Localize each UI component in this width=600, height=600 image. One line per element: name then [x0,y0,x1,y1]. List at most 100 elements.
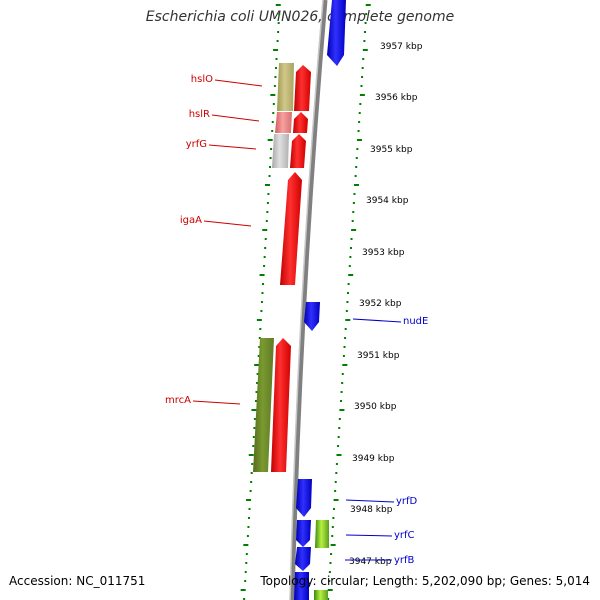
ring-dot [338,418,341,420]
ring-dot [334,481,337,483]
ring-tick [262,229,268,231]
ring-dot [335,472,338,474]
scale-label: 3956 kbp [375,93,418,103]
ring-dot [259,328,262,330]
gene-label-yrfD: yrfD [396,496,418,507]
ring-dot [344,328,347,330]
ring-tick [330,544,336,546]
ring-dot [364,22,367,24]
ring-dot [252,436,255,438]
accession-label: Accession: NC_011751 [9,574,146,588]
ring-dot [338,427,341,429]
ring-tick [354,184,360,186]
ring-tick [256,319,262,321]
ring-dot [341,382,344,384]
genome-backbone [289,0,328,600]
ring-dot [247,517,250,519]
ring-dot [258,346,261,348]
gene-bottom-lime [314,590,328,600]
ring-dot [243,598,246,600]
ring-dot [346,301,349,303]
ring-dot [274,67,277,69]
ring-dot [262,283,265,285]
ring-dot [277,31,280,33]
ring-dot [257,355,260,357]
ring-dot [263,256,266,258]
gene-yrfD [296,479,312,517]
ring-dot [353,193,356,195]
ring-dot [347,283,350,285]
gene-hslR [293,112,308,133]
ring-dot [267,193,270,195]
gene-label-yrfG: yrfG [186,139,207,150]
ring-dot [255,400,257,402]
ring-dot [356,148,359,150]
scale-labels: 3957 kbp 3956 kbp 3955 kbp 3954 kbp 3953… [349,42,423,567]
ring-dot [331,526,334,528]
ring-dot [342,355,345,357]
leader-line-yrfG [208,144,257,150]
gene-yrfB [295,547,311,571]
ring-tick [345,319,351,321]
ring-dot [347,292,350,294]
ring-dot [332,517,335,519]
leader-line-igaA [203,220,252,227]
gene-yrfG [290,134,306,168]
ring-tick [264,184,270,186]
gene-labels-right: nudE yrfD yrfC yrfB [345,316,428,566]
scale-label: 3955 kbp [370,145,413,155]
ring-dot [328,571,331,573]
scale-label: 3947 kbp [349,557,392,567]
outer-dotted-ring-right [327,4,371,600]
ring-dot [344,337,347,339]
ring-dot [275,58,278,60]
gene-hslR-cog [275,112,292,133]
ring-dot [272,103,275,105]
ring-dot [359,103,362,105]
ring-tick [362,49,368,51]
ring-dot [355,157,358,159]
leader-line-yrfC [345,534,393,537]
gene-label-nudE: nudE [403,316,428,327]
ring-dot [350,238,353,240]
ring-dot [264,247,267,249]
scale-label: 3957 kbp [380,42,423,52]
ring-dot [363,31,366,33]
gene-features [253,0,346,600]
ring-dot [343,346,346,348]
ring-dot [250,472,253,474]
ring-tick [246,499,252,501]
ring-dot [265,220,268,222]
ring-dot [244,580,247,582]
ring-tick [270,94,276,96]
leader-line-mrcA [192,400,241,405]
ring-tick [254,364,260,366]
ring-dot [335,463,338,465]
ring-dot [263,265,266,267]
ring-dot [337,436,340,438]
ring-dot [330,553,333,555]
ring-dot [260,301,263,303]
ring-tick [259,274,265,276]
gene-labels-left: hslO hslR yrfG igaA mrcA [165,74,263,406]
ring-dot [354,175,357,177]
ring-dot [251,463,254,465]
scale-label: 3951 kbp [357,351,400,361]
ring-dot [266,202,269,204]
ring-dot [271,121,274,123]
ring-dot [278,13,281,15]
ring-dot [352,211,355,213]
ring-dot [276,40,279,42]
genome-backbone-highlight [289,0,324,600]
ring-tick [356,139,362,141]
ring-tick [336,454,342,456]
ring-dot [271,130,274,132]
ring-dot [340,400,342,402]
ring-dot [246,535,249,537]
leader-line-hslR [211,114,260,122]
ring-dot [253,418,256,420]
gene-reverse-top [327,0,346,66]
gene-label-yrfB: yrfB [394,555,415,566]
ring-dot [329,562,332,564]
